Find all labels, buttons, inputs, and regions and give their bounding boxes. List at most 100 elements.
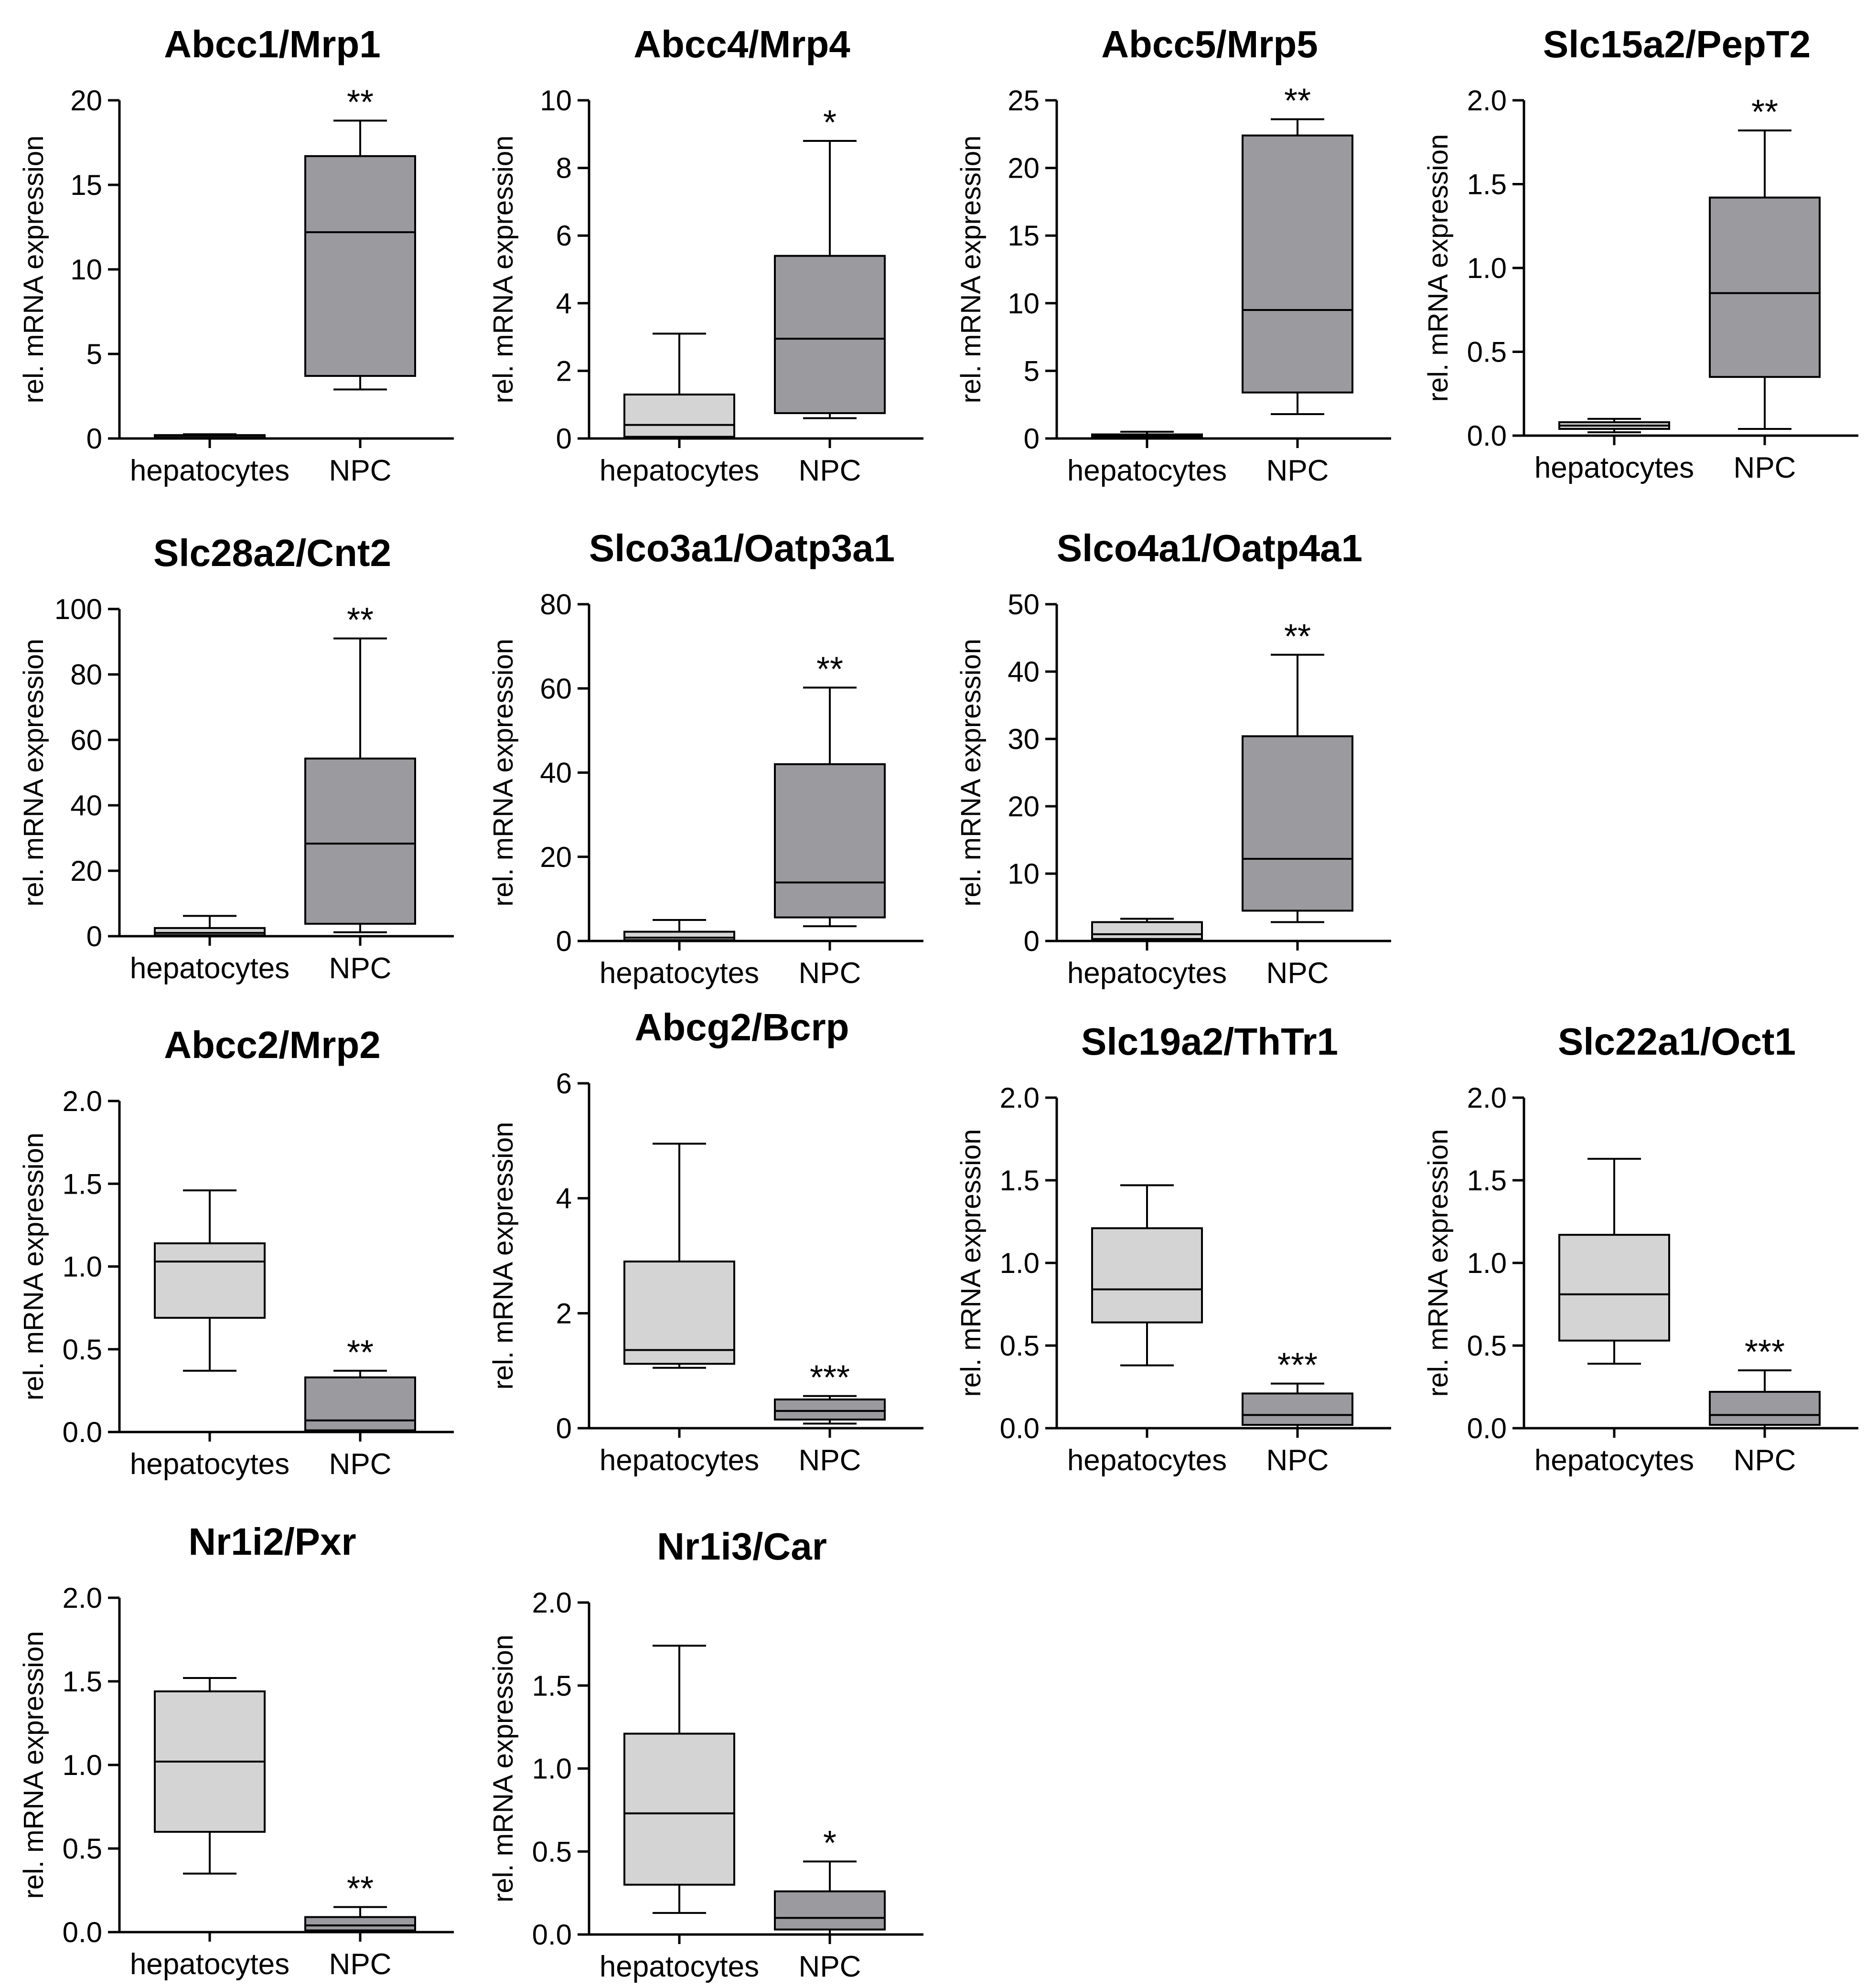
y-axis-label: rel. mRNA expression — [18, 1631, 49, 1899]
significance-marker: ** — [347, 601, 374, 640]
y-tick-label: 0 — [556, 925, 572, 957]
x-category-label: NPC — [799, 454, 861, 487]
y-tick-label: 60 — [70, 724, 102, 756]
x-category-label: hepatocytes — [600, 454, 759, 487]
y-tick-label: 20 — [70, 85, 102, 117]
y-axis-label: rel. mRNA expression — [488, 136, 519, 404]
iqr-box — [1091, 1227, 1203, 1324]
chart-title: Abcc1/Mrp1 — [164, 23, 380, 65]
x-category-label: hepatocytes — [1534, 451, 1694, 484]
y-tick-label: 40 — [540, 757, 572, 789]
y-tick-label: 0 — [556, 1412, 572, 1444]
x-category-label: hepatocytes — [130, 952, 290, 985]
box-hepatocytes — [623, 919, 735, 942]
y-tick-label: 2.0 — [532, 1587, 572, 1619]
box-hepatocytes — [1091, 918, 1203, 942]
y-tick-label: 1.0 — [63, 1251, 102, 1283]
box-npc — [774, 686, 886, 928]
y-tick-label: 2.0 — [1467, 1082, 1507, 1114]
box-hepatocytes — [1558, 1158, 1670, 1365]
chart-title: Abcc5/Mrp5 — [1101, 23, 1318, 65]
y-tick-label: 0 — [556, 423, 572, 455]
chart-panel-6: Slco3a1/Oatp3a1 rel. mRNA expression 0 20 40… — [488, 527, 923, 990]
y-tick-label: 2.0 — [63, 1085, 102, 1117]
x-category-label: hepatocytes — [1534, 1444, 1694, 1477]
iqr-box — [1242, 1392, 1353, 1426]
box-npc — [1242, 1382, 1353, 1429]
y-axis-label: rel. mRNA expression — [488, 1122, 519, 1390]
y-tick-label: 1.0 — [1000, 1247, 1040, 1279]
y-tick-label: 80 — [70, 659, 102, 691]
significance-marker: * — [823, 104, 836, 142]
y-tick-label: 0.0 — [1467, 1412, 1507, 1444]
significance-marker: ** — [347, 1334, 374, 1372]
box-hepatocytes — [1558, 417, 1670, 433]
y-tick-label: 15 — [1008, 220, 1040, 252]
chart-panel-3: Abcc5/Mrp5 rel. mRNA expression 0 5 10 15 20 25… — [955, 23, 1391, 487]
y-tick-label: 1.0 — [63, 1749, 102, 1781]
box-npc — [774, 1860, 886, 1935]
chart-title: Abcc2/Mrp2 — [164, 1024, 380, 1066]
y-tick-label: 2.0 — [1000, 1082, 1040, 1114]
box-npc — [774, 1395, 886, 1425]
y-tick-label: 0.0 — [1000, 1412, 1040, 1444]
chart-title: Slc15a2/PepT2 — [1543, 23, 1811, 65]
iqr-box — [154, 927, 266, 936]
y-tick-label: 15 — [70, 169, 102, 201]
iqr-box — [1091, 921, 1203, 940]
y-tick-label: 80 — [540, 588, 572, 620]
y-tick-label: 1.5 — [532, 1670, 572, 1702]
y-tick-label: 10 — [540, 85, 572, 117]
box-hepatocytes — [154, 433, 266, 439]
y-tick-label: 0.0 — [63, 1916, 102, 1948]
y-tick-label: 1.5 — [63, 1168, 102, 1200]
x-category-label: NPC — [1266, 454, 1329, 487]
y-tick-label: 40 — [1008, 656, 1040, 688]
y-tick-label: 0.5 — [1000, 1330, 1040, 1362]
y-tick-label: 2.0 — [1467, 85, 1507, 117]
x-category-label: NPC — [329, 1448, 392, 1481]
iqr-box — [1558, 1234, 1670, 1342]
y-tick-label: 100 — [54, 593, 102, 625]
y-axis-label: rel. mRNA expression — [18, 1133, 49, 1400]
x-category-label: hepatocytes — [130, 1948, 290, 1981]
x-category-label: hepatocytes — [130, 454, 290, 487]
chart-panel-8: Abcc2/Mrp2 rel. mRNA expression 0.0 0.5 1.0 1… — [18, 1024, 454, 1481]
box-npc — [1709, 1369, 1821, 1429]
y-tick-label: 4 — [556, 288, 572, 320]
box-hepatocytes — [1091, 1184, 1203, 1367]
chart-panel-1: Abcc1/Mrp1 rel. mRNA expression 0 5 10 15 20 he… — [18, 23, 454, 487]
iqr-box — [623, 393, 735, 438]
x-category-label: NPC — [329, 1948, 392, 1981]
y-tick-label: 1.0 — [532, 1753, 572, 1785]
x-category-label: hepatocytes — [1067, 957, 1227, 990]
significance-marker: ** — [1751, 93, 1778, 131]
y-tick-label: 10 — [1008, 288, 1040, 320]
significance-marker: *** — [810, 1359, 850, 1397]
y-axis-label: rel. mRNA expression — [488, 1635, 519, 1902]
y-tick-label: 50 — [1008, 588, 1040, 620]
y-tick-label: 0 — [1024, 423, 1040, 455]
box-hepatocytes — [623, 332, 735, 439]
y-tick-label: 10 — [1008, 858, 1040, 890]
y-axis-label: rel. mRNA expression — [1423, 134, 1454, 402]
chart-panel-4: Slc15a2/PepT2 rel. mRNA expression 0.0 0.5 1… — [1423, 23, 1858, 484]
x-category-label: NPC — [799, 1950, 861, 1983]
iqr-box — [623, 930, 735, 941]
y-tick-label: 6 — [556, 1068, 572, 1100]
iqr-box — [304, 155, 416, 377]
box-hepatocytes — [1091, 430, 1203, 439]
y-tick-label: 5 — [86, 338, 102, 370]
box-hepatocytes — [623, 1143, 735, 1369]
x-category-label: NPC — [329, 454, 392, 487]
x-category-label: NPC — [1734, 1444, 1796, 1477]
chart-panel-5: Slc28a2/Cnt2 rel. mRNA expression 0 20 40 60 8… — [18, 532, 454, 985]
chart-title: Nr1i2/Pxr — [188, 1520, 356, 1563]
x-category-label: hepatocytes — [600, 1444, 759, 1477]
y-tick-label: 20 — [540, 841, 572, 873]
chart-title: Slc22a1/Oct1 — [1558, 1020, 1796, 1063]
box-hepatocytes — [623, 1645, 735, 1914]
y-tick-label: 0.5 — [63, 1833, 102, 1865]
box-hepatocytes — [154, 1677, 266, 1875]
